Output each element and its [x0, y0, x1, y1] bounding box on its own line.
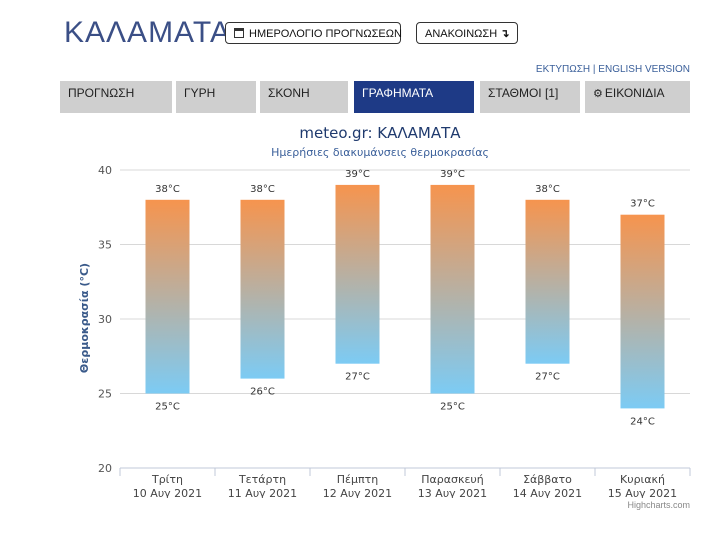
tab-dust[interactable]: ΣΚΟΝΗ — [260, 81, 348, 113]
x-tick-date-label: 11 Αυγ 2021 — [228, 487, 297, 498]
y-tick-label: 20 — [98, 462, 112, 475]
link-separator: | — [592, 64, 596, 75]
tab-stations-label: ΣΤΑΘΜΟΙ [1] — [488, 86, 559, 100]
announcement-button[interactable]: ΑΝΑΚΟΙΝΩΣΗ ↴ — [416, 22, 518, 44]
tab-pollen-label: ΓΥΡΗ — [184, 86, 216, 100]
tab-icons-label: ΕΙΚΟΝΙΔΙΑ — [604, 86, 665, 100]
y-tick-label: 25 — [98, 388, 112, 401]
low-temp-label: 24°C — [630, 416, 655, 427]
tab-dust-label: ΣΚΟΝΗ — [268, 86, 310, 100]
page-title: ΚΑΛΑΜΑΤΑ — [64, 16, 231, 49]
english-version-link[interactable]: ENGLISH VERSION — [598, 64, 690, 75]
temperature-bar — [240, 199, 285, 379]
print-link[interactable]: ΕΚΤΥΠΩΣΗ — [535, 64, 591, 75]
high-temp-label: 38°C — [535, 184, 560, 195]
high-temp-label: 39°C — [440, 169, 465, 180]
x-tick-day-label: Πέμπτη — [337, 473, 378, 486]
temperature-range-chart: meteo.gr: ΚΑΛΑΜΑΤΑ Ημερήσιες διακυμάνσει… — [78, 124, 691, 498]
arrow-down-icon: ↴ — [500, 28, 510, 40]
chart-subtitle: Ημερήσιες διακυμάνσεις θερμοκρασίας — [271, 146, 489, 159]
tab-icons[interactable]: ⚙ ΕΙΚΟΝΙΔΙΑ — [585, 81, 690, 113]
temperature-bar — [335, 184, 380, 364]
temperature-bar — [620, 214, 665, 409]
tab-stations[interactable]: ΣΤΑΘΜΟΙ [1] — [480, 81, 580, 113]
forecast-calendar-label: ΗΜΕΡΟΛΟΓΙΟ ΠΡΟΓΝΩΣΕΩΝ — [249, 28, 402, 40]
x-tick-date-label: 12 Αυγ 2021 — [323, 487, 392, 498]
high-temp-label: 38°C — [250, 184, 275, 195]
tab-forecast[interactable]: ΠΡΟΓΝΩΣΗ — [60, 81, 172, 113]
calendar-icon — [234, 28, 244, 38]
x-tick-date-label: 13 Αυγ 2021 — [418, 487, 487, 498]
high-temp-label: 38°C — [155, 184, 180, 195]
x-tick-date-label: 14 Αυγ 2021 — [513, 487, 582, 498]
x-tick-day-label: Τρίτη — [151, 473, 183, 486]
x-tick-day-label: Κυριακή — [620, 473, 665, 486]
temperature-bar — [145, 199, 190, 394]
tab-pollen[interactable]: ΓΥΡΗ — [176, 81, 256, 113]
x-tick-day-label: Τετάρτη — [238, 473, 286, 486]
forecast-calendar-button[interactable]: ΗΜΕΡΟΛΟΓΙΟ ΠΡΟΓΝΩΣΕΩΝ — [225, 22, 402, 44]
tab-charts[interactable]: ΓΡΑΦΗΜΑΤΑ — [354, 81, 474, 113]
high-temp-label: 37°C — [630, 199, 655, 210]
temperature-bar — [430, 184, 475, 394]
chart-title: meteo.gr: ΚΑΛΑΜΑΤΑ — [299, 124, 461, 142]
highcharts-credit[interactable]: Highcharts.com — [627, 500, 690, 510]
y-tick-label: 35 — [98, 239, 112, 252]
announcement-label: ΑΝΑΚΟΙΝΩΣΗ — [425, 28, 498, 40]
x-tick-date-label: 10 Αυγ 2021 — [133, 487, 202, 498]
gear-icon: ⚙ — [593, 88, 603, 100]
high-temp-label: 39°C — [345, 169, 370, 180]
x-tick-date-label: 15 Αυγ 2021 — [608, 487, 677, 498]
y-axis-title: Θερμοκρασία (°C) — [78, 263, 91, 373]
y-tick-label: 30 — [98, 313, 112, 326]
tab-charts-label: ΓΡΑΦΗΜΑΤΑ — [362, 86, 434, 100]
y-tick-label: 40 — [98, 164, 112, 177]
low-temp-label: 27°C — [535, 372, 560, 383]
low-temp-label: 26°C — [250, 387, 275, 398]
x-tick-day-label: Παρασκευή — [421, 473, 484, 486]
temperature-bar — [525, 199, 570, 364]
low-temp-label: 27°C — [345, 372, 370, 383]
low-temp-label: 25°C — [155, 402, 180, 413]
low-temp-label: 25°C — [440, 402, 465, 413]
tab-forecast-label: ΠΡΟΓΝΩΣΗ — [68, 86, 135, 100]
x-tick-day-label: Σάββατο — [523, 473, 572, 486]
top-links: ΕΚΤΥΠΩΣΗ | ENGLISH VERSION — [536, 64, 690, 75]
